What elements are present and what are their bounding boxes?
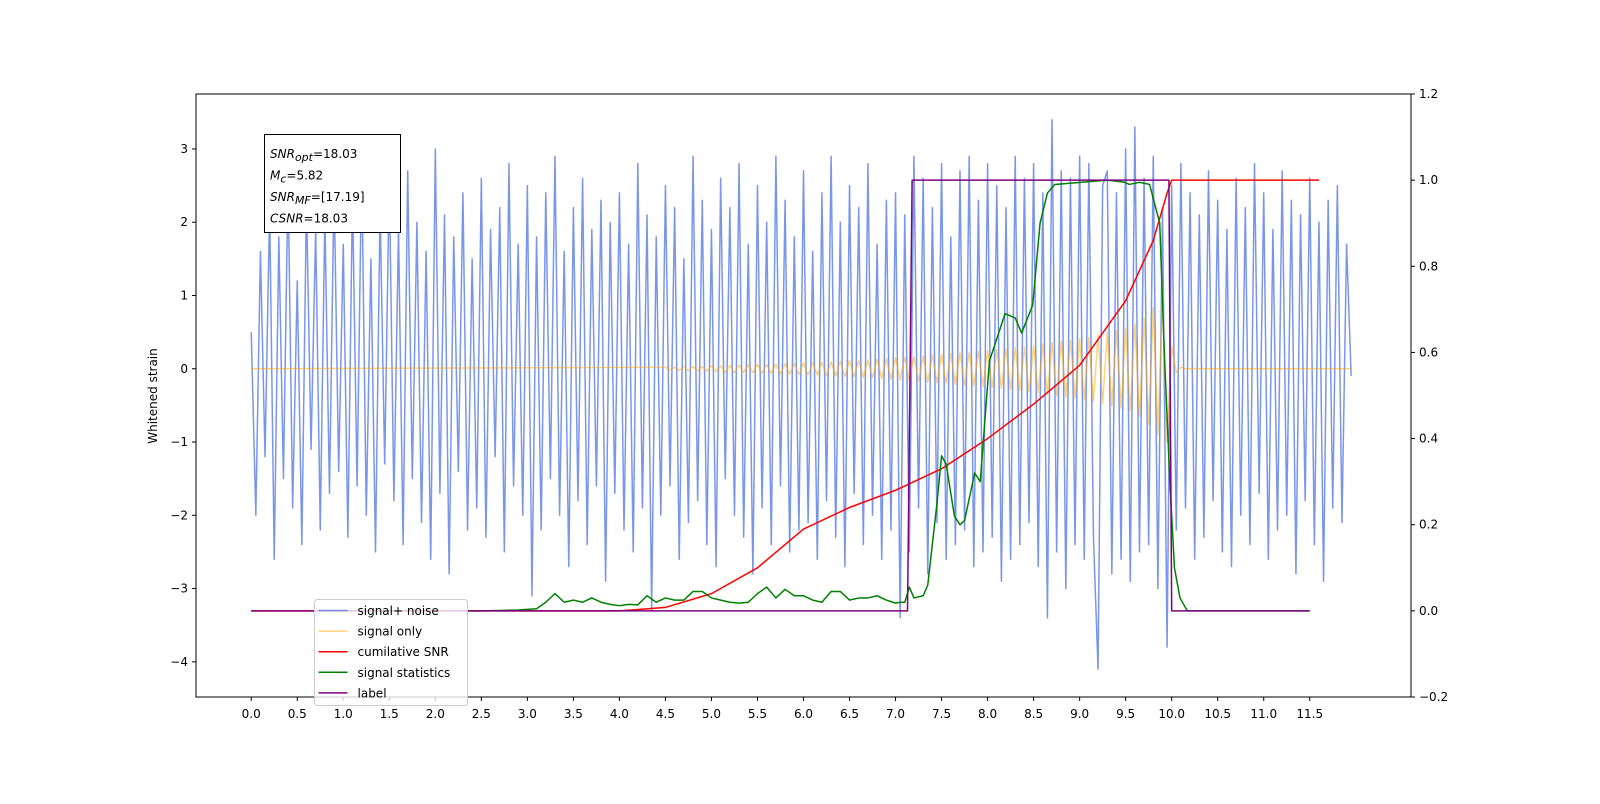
y-axis-label: Whitened strain: [146, 348, 160, 444]
legend-label: label: [358, 686, 387, 700]
annotation-symbol: SNR: [270, 147, 295, 161]
annotation-subscript: opt: [295, 151, 314, 164]
annotation-line: CSNR=18.03: [270, 212, 348, 226]
y2-tick-label: 0.4: [1419, 432, 1438, 446]
x-tick-label: 5.0: [702, 707, 721, 721]
annotation-line: SNRMF=[17.19]: [270, 190, 365, 207]
annotation-value: =5.82: [286, 169, 323, 183]
series-line: [250, 118, 1352, 670]
y2-tick-label: 0.8: [1419, 259, 1438, 273]
legend-label: signal statistics: [358, 666, 451, 680]
x-tick-label: 9.0: [1070, 707, 1089, 721]
x-tick-label: 1.5: [380, 707, 399, 721]
legend-label: signal only: [358, 625, 423, 639]
x-tick-label: 4.5: [656, 707, 675, 721]
series-line: [320, 179, 1310, 612]
annotation-line: SNRopt=18.03: [270, 147, 357, 164]
x-tick-label: 1.0: [334, 707, 353, 721]
y2-tick-label: −0.2: [1419, 690, 1448, 704]
legend-label: signal+ noise: [358, 604, 439, 618]
x-tick-label: 0.0: [242, 707, 261, 721]
y-tick-label: −2: [170, 508, 188, 522]
x-tick-label: 6.0: [794, 707, 813, 721]
annotation-value: =18.03: [304, 212, 348, 226]
legend-label: cumilative SNR: [358, 645, 449, 659]
x-tick-label: 10.5: [1204, 707, 1231, 721]
x-tick-label: 3.5: [564, 707, 583, 721]
y-tick-label: 1: [180, 288, 188, 302]
x-tick-label: 3.0: [518, 707, 537, 721]
y-tick-label: −1: [170, 435, 188, 449]
y-tick-label: −3: [170, 582, 188, 596]
y-tick-label: 0: [180, 362, 188, 376]
x-tick-label: 7.0: [886, 707, 905, 721]
x-tick-label: 2.0: [426, 707, 445, 721]
x-tick-label: 6.5: [840, 707, 859, 721]
annotation-box: [264, 134, 401, 233]
x-tick-label: 4.0: [610, 707, 629, 721]
annotation-value: =[17.19]: [311, 190, 365, 204]
x-tick-label: 11.0: [1250, 707, 1277, 721]
annotation-symbol: SNR: [270, 190, 295, 204]
annotation-symbol: M: [270, 169, 281, 183]
annotation-symbol: CSNR: [270, 212, 304, 226]
x-tick-label: 11.5: [1296, 707, 1323, 721]
x-tick-label: 8.5: [1024, 707, 1043, 721]
series-line: [251, 179, 1310, 612]
y2-tick-label: 0.2: [1419, 518, 1438, 532]
y2-tick-label: 1.2: [1419, 87, 1438, 101]
x-tick-label: 8.0: [978, 707, 997, 721]
y-tick-label: 2: [180, 215, 188, 229]
y-tick-label: −4: [170, 655, 188, 669]
y-tick-label: 3: [180, 142, 188, 156]
x-tick-label: 2.5: [472, 707, 491, 721]
legend-box: [314, 599, 468, 706]
series-line: [251, 179, 1319, 612]
y2-tick-label: 1.0: [1419, 173, 1438, 187]
x-tick-label: 5.5: [748, 707, 767, 721]
annotation-value: =18.03: [313, 147, 357, 161]
x-tick-label: 9.5: [1116, 707, 1135, 721]
y2-tick-label: 0.6: [1419, 345, 1438, 359]
y2-tick-label: 0.0: [1419, 604, 1438, 618]
x-tick-label: 7.5: [932, 707, 951, 721]
annotation-subscript: MF: [295, 194, 311, 207]
x-tick-label: 0.5: [288, 707, 307, 721]
annotation-line: Mc=5.82: [270, 169, 323, 186]
x-tick-label: 10.0: [1158, 707, 1185, 721]
annotation-subscript: c: [280, 173, 286, 186]
series-line: [251, 296, 1352, 443]
